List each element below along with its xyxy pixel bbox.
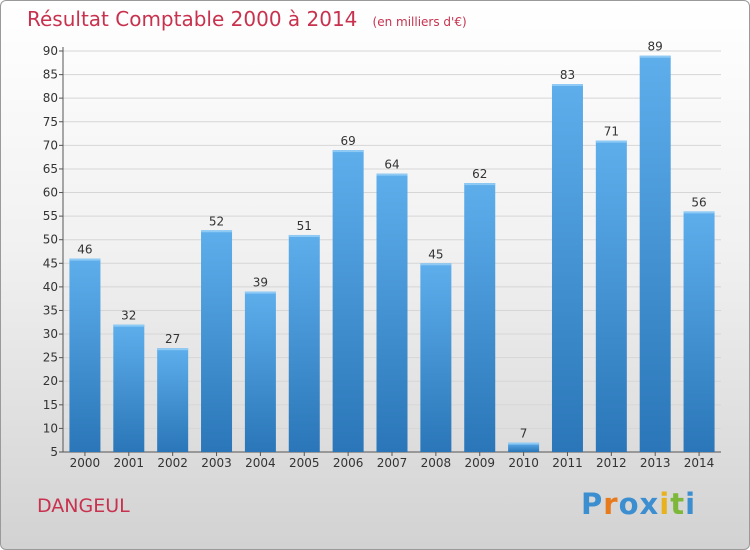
bar bbox=[201, 230, 233, 452]
bar-highlight bbox=[551, 84, 583, 87]
bar-highlight bbox=[376, 173, 408, 176]
logo-letter: t bbox=[670, 487, 686, 521]
data-label: 64 bbox=[384, 158, 399, 172]
bar-highlight bbox=[69, 258, 101, 261]
y-tick-label: 50 bbox=[43, 233, 58, 247]
x-tick-label: 2004 bbox=[245, 456, 276, 470]
logo-letter: r bbox=[603, 487, 619, 521]
y-tick-label: 75 bbox=[43, 115, 58, 129]
y-tick-label: 85 bbox=[43, 68, 58, 82]
bar bbox=[376, 173, 408, 453]
y-tick-label: 80 bbox=[43, 91, 58, 105]
chart-subtitle: (en milliers d'€) bbox=[372, 15, 467, 29]
y-tick-label: 70 bbox=[43, 138, 58, 152]
logo-letter: o bbox=[618, 487, 640, 521]
y-tick-label: 45 bbox=[43, 256, 58, 270]
data-label: 7 bbox=[520, 427, 528, 441]
data-label: 56 bbox=[691, 195, 706, 209]
y-tick-label: 20 bbox=[43, 374, 58, 388]
bar-highlight bbox=[464, 183, 496, 186]
bar-highlight bbox=[157, 348, 189, 351]
bar-highlight bbox=[595, 140, 627, 143]
logo-letter: x bbox=[639, 487, 660, 521]
x-tick-label: 2003 bbox=[201, 456, 232, 470]
bar bbox=[69, 258, 101, 452]
bar-highlight bbox=[244, 291, 276, 294]
data-label: 51 bbox=[297, 219, 312, 233]
chart-title-block: Résultat Comptable 2000 à 2014 (en milli… bbox=[27, 7, 467, 31]
logo-letter: P bbox=[581, 487, 604, 521]
proxiti-logo[interactable]: Proxiti bbox=[581, 487, 696, 521]
x-tick-label: 2007 bbox=[377, 456, 408, 470]
data-label: 62 bbox=[472, 167, 487, 181]
data-label: 39 bbox=[253, 276, 268, 290]
bar bbox=[683, 211, 715, 452]
data-label: 46 bbox=[77, 243, 92, 257]
bar bbox=[420, 263, 452, 452]
bar-highlight bbox=[639, 55, 671, 58]
y-tick-label: 15 bbox=[43, 398, 58, 412]
x-tick-label: 2000 bbox=[70, 456, 101, 470]
x-tick-label: 2010 bbox=[508, 456, 539, 470]
x-tick-label: 2014 bbox=[684, 456, 715, 470]
bar bbox=[508, 442, 540, 452]
x-tick-label: 2001 bbox=[114, 456, 145, 470]
bar bbox=[157, 348, 189, 452]
data-label: 32 bbox=[121, 309, 136, 323]
bar bbox=[113, 324, 145, 452]
y-tick-label: 55 bbox=[43, 209, 58, 223]
bar-highlight bbox=[683, 211, 715, 214]
data-label: 45 bbox=[428, 247, 443, 261]
data-label: 89 bbox=[648, 40, 663, 54]
x-tick-label: 2002 bbox=[157, 456, 188, 470]
x-tick-label: 2013 bbox=[640, 456, 671, 470]
bar-highlight bbox=[508, 442, 540, 445]
x-tick-label: 2012 bbox=[596, 456, 627, 470]
bar bbox=[464, 183, 496, 452]
y-tick-label: 65 bbox=[43, 162, 58, 176]
y-tick-label: 30 bbox=[43, 327, 58, 341]
bar bbox=[244, 291, 276, 452]
logo-letter: i bbox=[659, 487, 671, 521]
bar bbox=[639, 55, 671, 452]
x-tick-label: 2008 bbox=[421, 456, 452, 470]
y-tick-label: 25 bbox=[43, 351, 58, 365]
x-tick-label: 2009 bbox=[464, 456, 495, 470]
data-label: 83 bbox=[560, 68, 575, 82]
bar bbox=[595, 140, 627, 452]
city-name: DANGEUL bbox=[37, 495, 130, 517]
bar-highlight bbox=[420, 263, 452, 266]
labels: 5 10 15 20 25 30 35 40 45 50 55 60 65 70 75 80 85 90 46 200… bbox=[43, 40, 715, 470]
y-tick-label: 35 bbox=[43, 303, 58, 317]
y-tick-label: 40 bbox=[43, 280, 58, 294]
data-label: 27 bbox=[165, 332, 180, 346]
bar-highlight bbox=[332, 150, 364, 153]
x-tick-label: 2005 bbox=[289, 456, 320, 470]
bar bbox=[332, 150, 364, 452]
x-tick-label: 2011 bbox=[552, 456, 583, 470]
y-tick-label: 60 bbox=[43, 186, 58, 200]
x-tick-label: 2006 bbox=[333, 456, 364, 470]
bar-highlight bbox=[113, 324, 145, 327]
bars bbox=[69, 55, 715, 453]
bar-highlight bbox=[201, 230, 233, 233]
data-label: 69 bbox=[340, 134, 355, 148]
bar-highlight bbox=[288, 234, 320, 237]
y-tick-label: 90 bbox=[43, 44, 58, 58]
data-label: 52 bbox=[209, 214, 224, 228]
bar bbox=[551, 84, 583, 452]
y-tick-label: 10 bbox=[43, 421, 58, 435]
chart-title: Résultat Comptable 2000 à 2014 bbox=[27, 7, 358, 31]
bar bbox=[288, 234, 320, 452]
logo-letter: i bbox=[685, 487, 697, 521]
data-label: 71 bbox=[604, 125, 619, 139]
y-tick-label: 5 bbox=[50, 445, 58, 459]
